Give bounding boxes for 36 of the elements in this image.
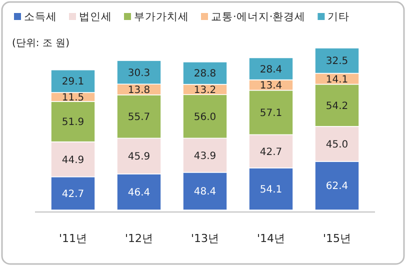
legend-label: 기타 xyxy=(328,11,350,23)
data-label: 51.9 xyxy=(62,117,84,128)
data-label: 45.0 xyxy=(326,139,348,150)
data-label: 43.9 xyxy=(194,150,216,162)
data-label: 13.2 xyxy=(194,84,216,96)
data-label: 45.9 xyxy=(128,152,150,163)
x-tick-label: '14년 xyxy=(256,232,286,245)
data-label: 29.1 xyxy=(62,76,84,88)
data-label: 28.4 xyxy=(260,64,282,76)
data-label: 30.3 xyxy=(128,68,150,79)
data-label: 11.5 xyxy=(62,92,84,104)
data-label: 42.7 xyxy=(62,188,84,200)
data-label: 44.9 xyxy=(62,154,84,166)
data-label: 13.8 xyxy=(128,84,150,96)
annotation: (단위: 조 원) xyxy=(12,38,70,49)
legend-label: 법인세 xyxy=(79,11,112,23)
data-label: 14.1 xyxy=(326,74,348,86)
x-tick-label: '15년 xyxy=(322,232,352,245)
data-label: 48.4 xyxy=(194,186,216,198)
data-label: 62.4 xyxy=(326,181,348,192)
data-label: 28.8 xyxy=(194,68,216,80)
data-label: 13.4 xyxy=(260,80,282,92)
data-label: 56.0 xyxy=(194,112,216,123)
legend-label: 교통·에너지·환경세 xyxy=(211,11,306,23)
x-tick-label: '13년 xyxy=(190,232,220,245)
x-tick-label: '11년 xyxy=(58,232,88,245)
data-label: 46.4 xyxy=(128,187,150,198)
data-label: 54.2 xyxy=(326,100,348,112)
legend-label: 부가가치세 xyxy=(134,11,189,23)
data-label: 55.7 xyxy=(128,112,150,124)
legend-label: 소득세 xyxy=(24,11,57,23)
data-label: 32.5 xyxy=(326,56,348,68)
data-label: 54.1 xyxy=(260,184,282,196)
data-label: 42.7 xyxy=(260,146,282,158)
x-tick-label: '12년 xyxy=(124,232,154,245)
data-label: 57.1 xyxy=(260,108,282,119)
